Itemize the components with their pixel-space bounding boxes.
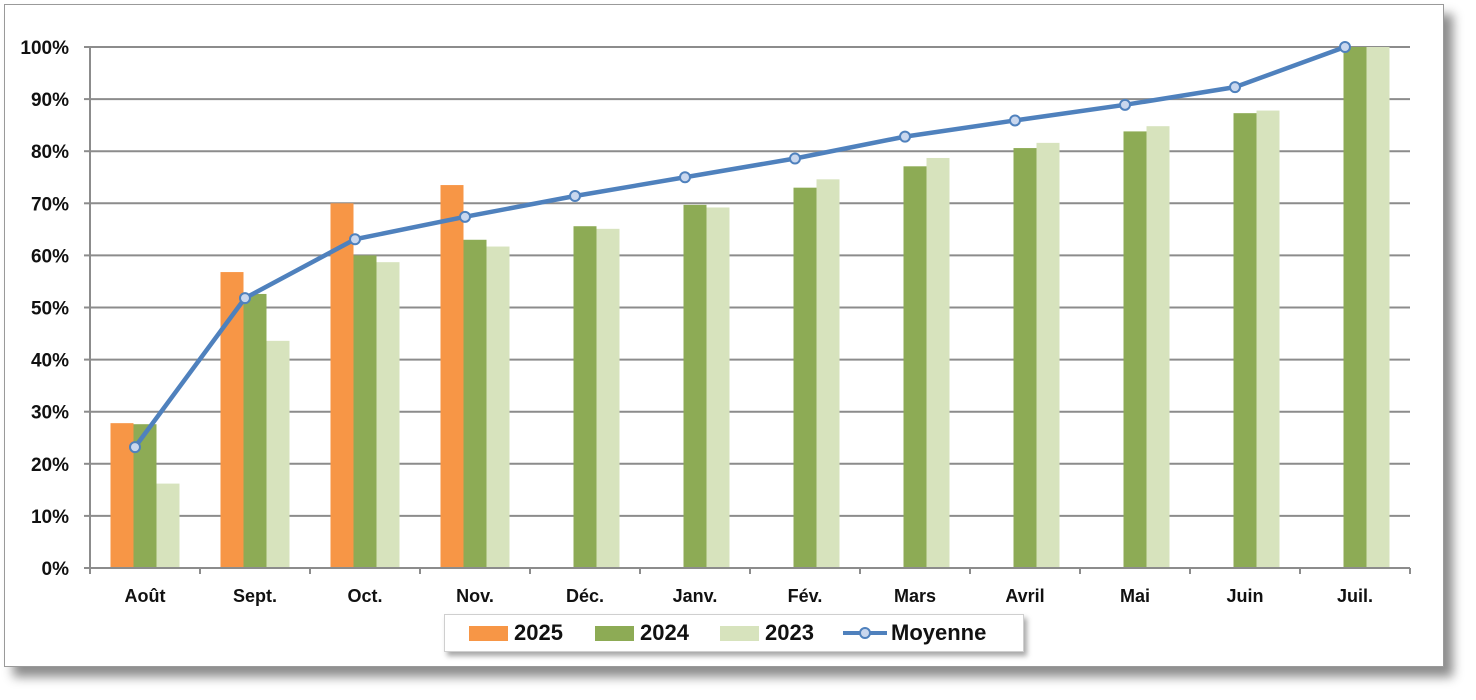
x-tick-label: Janv. <box>673 586 718 606</box>
legend-swatch-2025 <box>469 625 508 641</box>
legend-item-2024: 2024 <box>595 615 689 651</box>
y-tick-label: 100% <box>20 38 69 59</box>
bar-2023 <box>926 157 950 568</box>
x-tick-label: Juil. <box>1337 586 1373 606</box>
bar-2023 <box>1366 47 1390 568</box>
bar-2023 <box>156 483 180 568</box>
y-tick-label: 30% <box>31 403 69 424</box>
bar-2025 <box>330 203 354 569</box>
bar-2023 <box>816 179 840 569</box>
point-Moyenne <box>1229 81 1241 94</box>
bar-2024 <box>1013 148 1037 568</box>
point-Moyenne <box>129 441 141 454</box>
bar-2024 <box>793 187 817 569</box>
y-tick-label: 70% <box>31 194 69 215</box>
legend-swatch-2023 <box>720 625 759 641</box>
legend-label-2023: 2023 <box>765 620 814 645</box>
y-tick-label: 40% <box>31 351 69 372</box>
bar-2024 <box>243 293 267 568</box>
x-tick-label: Sept. <box>233 586 277 606</box>
bar-2024 <box>683 204 707 568</box>
bar-2023 <box>266 340 290 568</box>
bar-2024 <box>1123 131 1147 569</box>
bar-2025 <box>220 272 244 568</box>
bar-2023 <box>1036 142 1060 568</box>
bar-2023 <box>1256 110 1280 568</box>
x-tick-label: Mars <box>894 586 936 606</box>
legend-label-2024: 2024 <box>640 620 689 645</box>
y-tick-label: 0% <box>42 559 70 580</box>
legend-item-2025: 2025 <box>469 615 563 651</box>
x-tick-label: Mai <box>1120 586 1150 606</box>
bar-2025 <box>110 423 134 568</box>
point-Moyenne <box>789 152 801 165</box>
point-Moyenne <box>569 190 581 203</box>
point-Moyenne <box>899 130 911 143</box>
legend-line-moyenne <box>843 627 887 639</box>
y-tick-label: 20% <box>31 455 69 476</box>
bar-2025 <box>440 185 464 568</box>
x-tick-label: Déc. <box>566 586 604 606</box>
x-tick-label: Avril <box>1005 586 1044 606</box>
x-tick-label: Août <box>125 586 166 606</box>
line-Moyenne <box>133 44 1346 449</box>
chart-legend: 2025 2024 2023 Moyenne <box>444 614 1024 652</box>
bar-2023 <box>706 207 730 568</box>
point-Moyenne <box>459 210 471 223</box>
point-Moyenne <box>239 292 251 305</box>
legend-label-2025: 2025 <box>514 620 563 645</box>
y-tick-label: 90% <box>31 90 69 111</box>
point-Moyenne <box>349 233 361 246</box>
bar-2023 <box>486 246 510 568</box>
bar-2024 <box>903 166 927 568</box>
y-tick-label: 50% <box>31 299 69 320</box>
bar-2024 <box>463 239 487 568</box>
point-Moyenne <box>1119 98 1131 111</box>
legend-item-moyenne: Moyenne <box>843 615 986 651</box>
x-tick-label: Juin <box>1226 586 1263 606</box>
x-tick-label: Nov. <box>456 586 494 606</box>
bar-2023 <box>1146 126 1170 568</box>
bar-2024 <box>1343 47 1367 568</box>
point-Moyenne <box>679 171 691 184</box>
bar-2024 <box>1233 113 1257 569</box>
y-tick-label: 10% <box>31 507 69 528</box>
point-Moyenne <box>1339 41 1351 53</box>
point-Moyenne <box>1009 114 1021 127</box>
bar-2024 <box>573 226 597 568</box>
legend-item-2023: 2023 <box>720 615 814 651</box>
bar-2024 <box>133 424 157 568</box>
bar-2023 <box>376 262 400 568</box>
x-tick-label: Oct. <box>347 586 382 606</box>
bar-2023 <box>596 228 620 569</box>
y-tick-label: 60% <box>31 246 69 267</box>
x-tick-label: Fév. <box>788 586 823 606</box>
legend-swatch-2024 <box>595 625 634 641</box>
bar-2024 <box>353 255 377 568</box>
legend-label-moyenne: Moyenne <box>891 620 987 645</box>
y-tick-label: 80% <box>31 142 69 163</box>
